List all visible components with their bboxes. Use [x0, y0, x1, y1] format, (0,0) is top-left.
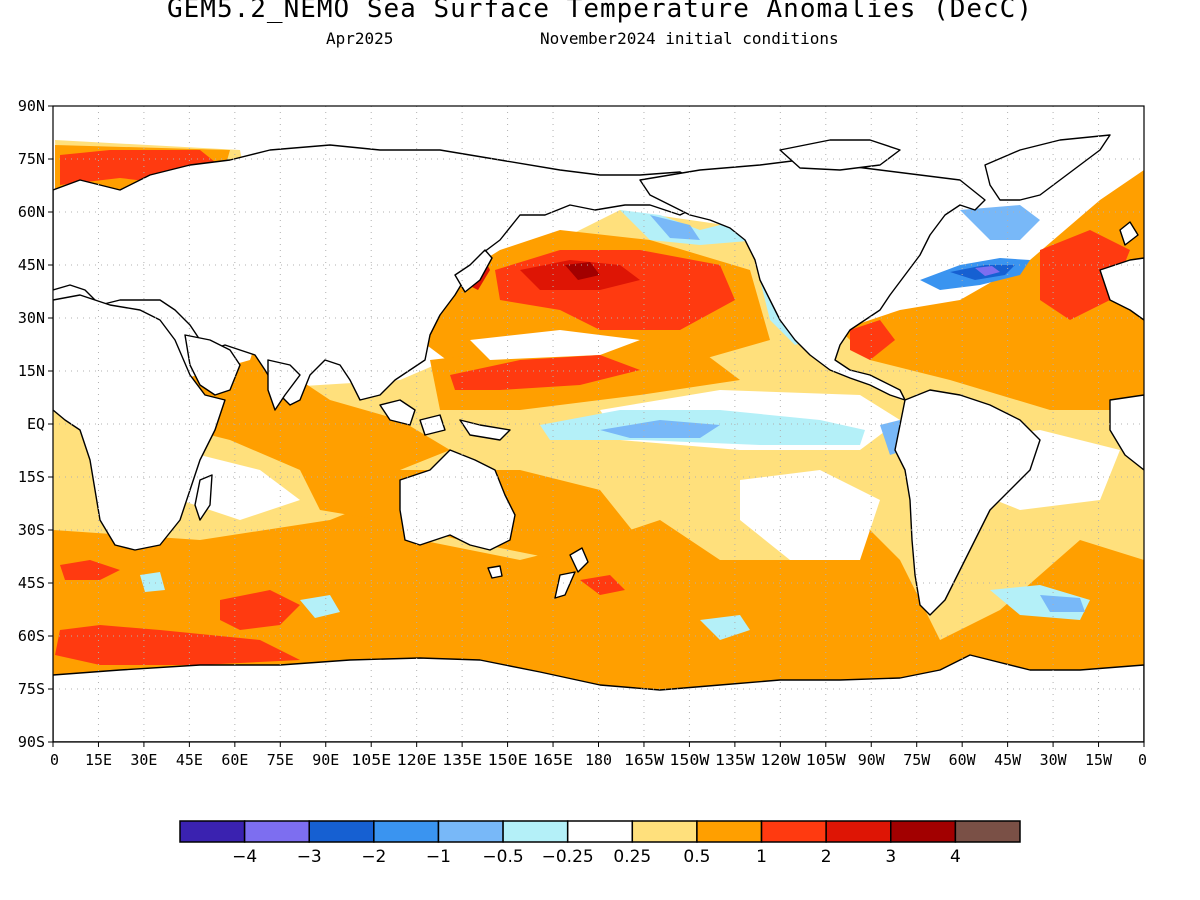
- anomaly-layer-m1-m05: [600, 205, 1085, 612]
- colorbar-swatch: [760, 820, 827, 843]
- lon-tick-label: 120W: [760, 751, 801, 769]
- valid-month-label: Apr2025: [326, 29, 394, 48]
- anomaly-layer-m4-m3: [975, 266, 1000, 276]
- colorbar-swatch: [566, 820, 634, 843]
- lat-tick-label: 30N: [18, 309, 45, 327]
- lat-tick-label: EQ: [27, 415, 45, 433]
- colorbar-swatch: [631, 820, 698, 843]
- longitude-axis: 0 15E 30E 45E 60E 75E 90E 105E 120E 135E 150E 165E 1…: [50, 742, 1147, 769]
- lat-tick-label: 75S: [18, 680, 45, 698]
- lon-tick-label: 15W: [1085, 751, 1113, 769]
- colorbar-label: 3: [885, 847, 896, 867]
- lon-tick-label: 105W: [806, 751, 847, 769]
- lon-tick-label: 165E: [533, 751, 573, 769]
- lat-tick-label: 60N: [18, 203, 45, 221]
- colorbar-swatch: [243, 820, 310, 843]
- colorbar-label: −1: [426, 847, 451, 867]
- lat-tick-label: 45N: [18, 256, 45, 274]
- lat-tick-label: 60S: [18, 627, 45, 645]
- lon-tick-label: 75W: [903, 751, 931, 769]
- lon-tick-label: 15E: [85, 751, 112, 769]
- lat-tick-label: 15S: [18, 468, 45, 486]
- lon-tick-label: 150W: [669, 751, 710, 769]
- lon-tick-label: 150E: [488, 751, 528, 769]
- colorbar-swatch: [502, 820, 569, 843]
- lat-tick-label: 90N: [18, 97, 45, 115]
- colorbar-label: 1: [756, 847, 767, 867]
- lon-tick-label: 165W: [624, 751, 665, 769]
- colorbar-label: 0.5: [683, 847, 710, 867]
- lon-tick-label: 45W: [994, 751, 1022, 769]
- colorbar-swatch: [437, 820, 504, 843]
- colorbar-label: −0.5: [482, 847, 523, 867]
- colorbar-swatch: [373, 820, 440, 843]
- lat-tick-label: 30S: [18, 521, 45, 539]
- lon-tick-label: 60E: [221, 751, 248, 769]
- lat-tick-label: 75N: [18, 150, 45, 168]
- colorbar-label: 2: [821, 847, 832, 867]
- colorbar-swatch: [954, 820, 1021, 843]
- map-title: GEM5.2_NEMO Sea Surface Temperature Anom…: [167, 0, 1033, 24]
- colorbar-swatch: [825, 820, 892, 843]
- latitude-axis: 90N 75N 60N 45N 30N 15N EQ 15S 30S 45S 60S 75S 90S: [18, 97, 53, 751]
- lon-tick-label: 45E: [176, 751, 203, 769]
- lon-tick-label: 30E: [130, 751, 157, 769]
- colorbar-label: −4: [232, 847, 257, 867]
- lon-tick-label: 135W: [715, 751, 756, 769]
- anomaly-layer-p1-2: [55, 150, 1130, 665]
- lat-lon-gridlines: [53, 106, 1144, 742]
- lon-tick-label: 105E: [351, 751, 391, 769]
- lon-tick-label: 30W: [1040, 751, 1068, 769]
- colorbar-legend: −4 −3 −2 −1 −0.5 −0.25 0.25 0.5 1 2 3 4: [179, 820, 1021, 867]
- colorbar-swatch: [308, 820, 375, 843]
- lon-tick-label: 90E: [312, 751, 339, 769]
- anomaly-layer-p3-4: [565, 262, 600, 280]
- colorbar-label: −0.25: [542, 847, 594, 867]
- lon-tick-label: 180: [585, 751, 612, 769]
- lon-tick-label: 60W: [949, 751, 977, 769]
- colorbar-label: 0.25: [613, 847, 651, 867]
- lat-tick-label: 90S: [18, 733, 45, 751]
- init-conditions-label: November2024 initial conditions: [540, 29, 839, 48]
- land-masses: [53, 134, 1144, 742]
- colorbar-label: 4: [950, 847, 961, 867]
- lon-tick-label: 135E: [442, 751, 482, 769]
- lat-tick-label: 15N: [18, 362, 45, 380]
- colorbar-label: −3: [297, 847, 322, 867]
- lon-tick-label: 75E: [267, 751, 294, 769]
- colorbar-swatch: [179, 820, 246, 843]
- colorbar-swatch: [696, 820, 763, 843]
- lon-tick-label: 0: [50, 751, 59, 769]
- lat-tick-label: 45S: [18, 574, 45, 592]
- lon-tick-label: 120E: [397, 751, 437, 769]
- colorbar-label: −2: [361, 847, 386, 867]
- lon-tick-label: 90W: [858, 751, 886, 769]
- colorbar-swatch: [890, 820, 957, 843]
- lon-tick-label: 0: [1138, 751, 1147, 769]
